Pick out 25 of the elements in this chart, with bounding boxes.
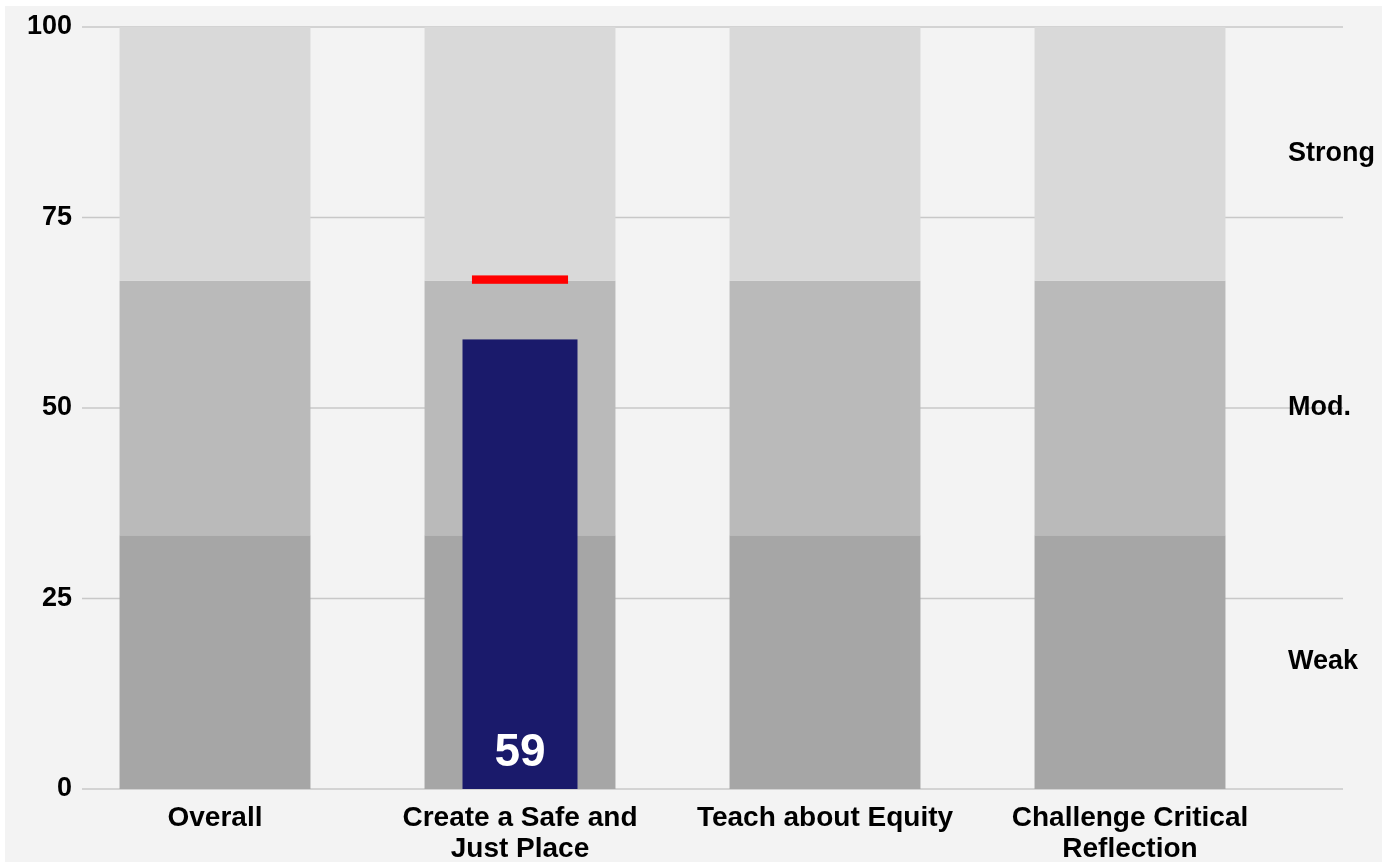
y-tick-label: 25 [41,581,72,612]
data-label: 59 [494,724,546,776]
bar [729,535,921,789]
x-tick-label: Create a Safe and Just Place [402,801,638,863]
bar [424,27,616,281]
bar [1034,535,1226,789]
bar [729,280,921,536]
text: Mod. [1288,391,1351,422]
bar [119,535,311,789]
y-tick-label: 100 [26,10,72,41]
bar [119,280,311,536]
text: Strong [1288,137,1375,167]
y-tick-label: 50 [41,391,72,422]
bar [729,27,921,281]
x-tick-label: Teach about Equity [696,801,954,832]
y-tick-label: 75 [41,200,72,231]
x-tick-label: Overall [167,801,263,832]
y-tick-label: 0 [56,772,72,803]
bar [1034,280,1226,536]
text: Weak [1288,645,1360,676]
x-tick-label: Challenge Critical Reflection [1011,801,1249,863]
bar [462,339,578,789]
bar [119,27,311,281]
bar [1034,27,1226,281]
bar [471,275,569,284]
